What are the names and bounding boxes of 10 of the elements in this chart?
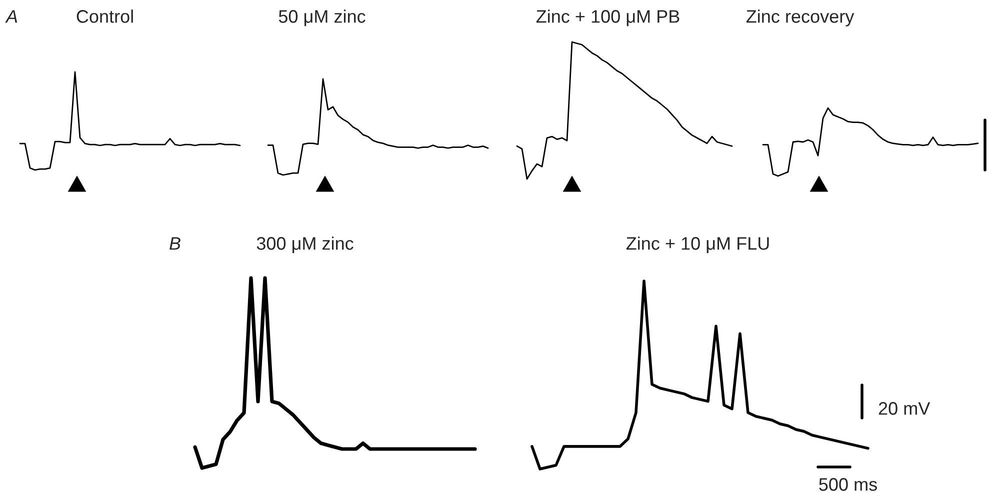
chart-title: Zinc + 100 μM PB [536, 10, 680, 26]
text: 20 mV [878, 402, 930, 415]
chart-title: Zinc + 10 μM FLU [626, 236, 769, 254]
text: B [170, 237, 180, 250]
chart-title: 300 μM zinc [256, 236, 354, 254]
chart-title: Zinc recovery [746, 10, 854, 26]
chart-title: Control [76, 10, 133, 23]
chart-title: 50 μM zinc [278, 10, 366, 26]
text: 500 ms [819, 478, 877, 491]
text: A [5, 10, 18, 23]
